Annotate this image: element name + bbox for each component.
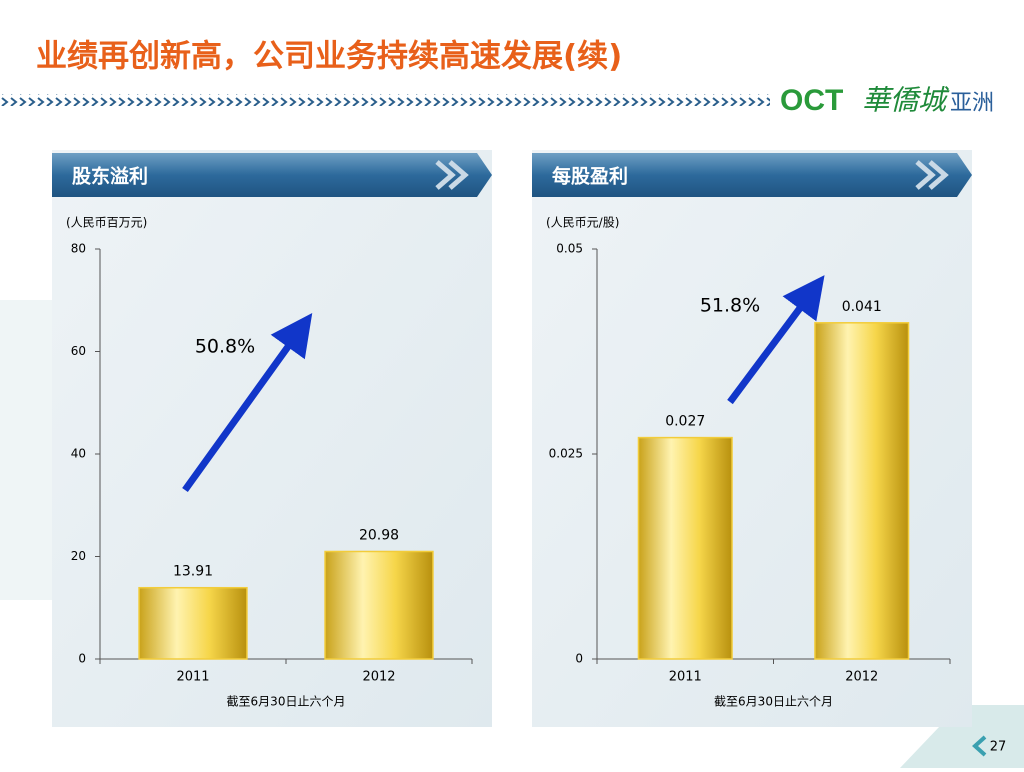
y-tick-label: 20 [71, 549, 86, 563]
data-label: 0.041 [842, 299, 882, 315]
unit-label: (人民币元/股) [546, 216, 619, 230]
chevron-line [0, 94, 770, 106]
slide-title: 业绩再创新高，公司业务持续高速发展(续) [36, 39, 622, 75]
ribbon-chevron [915, 160, 936, 190]
chart-title: 每股盈利 [552, 165, 628, 188]
page-number: 27 [990, 740, 1007, 755]
ribbon-chevron [435, 160, 456, 190]
data-label: 20.98 [359, 527, 399, 543]
chart-title: 股东溢利 [72, 165, 148, 188]
logo-sub: 亚洲 [950, 91, 994, 116]
annotation: 50.8% [195, 336, 255, 358]
y-tick-label: 0 [575, 652, 583, 666]
x-tick-label: 2011 [176, 670, 209, 685]
x-axis-label: 截至6月30日止六个月 [714, 695, 833, 709]
y-tick-label: 0.025 [549, 447, 583, 461]
growth-arrow [182, 312, 313, 493]
bar [814, 322, 910, 660]
ribbon-chevron [928, 160, 949, 190]
ribbon-chevron [448, 160, 469, 190]
y-tick-label: 60 [71, 344, 86, 358]
y-tick-label: 80 [71, 242, 86, 256]
x-axis-label: 截至6月30日止六个月 [227, 695, 346, 709]
y-tick-label: 0.05 [556, 242, 583, 256]
x-tick-label: 2012 [362, 670, 395, 685]
logo-cn: 華僑城 [862, 84, 950, 117]
growth-arrow [727, 275, 825, 405]
page-chevron [972, 735, 987, 757]
y-tick-label: 0 [78, 652, 86, 666]
header-ribbon [532, 153, 972, 197]
x-tick-label: 2011 [669, 670, 702, 685]
logo: OCT [780, 84, 843, 117]
annotation: 51.8% [700, 295, 760, 317]
data-label: 0.027 [665, 414, 705, 430]
bg-shape [900, 705, 1024, 768]
header-ribbon [52, 153, 492, 197]
unit-label: (人民币百万元) [66, 216, 147, 230]
bar [324, 550, 434, 660]
y-tick-label: 40 [71, 447, 86, 461]
bar [637, 436, 733, 660]
x-tick-label: 2012 [845, 670, 878, 685]
data-label: 13.91 [173, 564, 213, 580]
bar [138, 586, 248, 660]
